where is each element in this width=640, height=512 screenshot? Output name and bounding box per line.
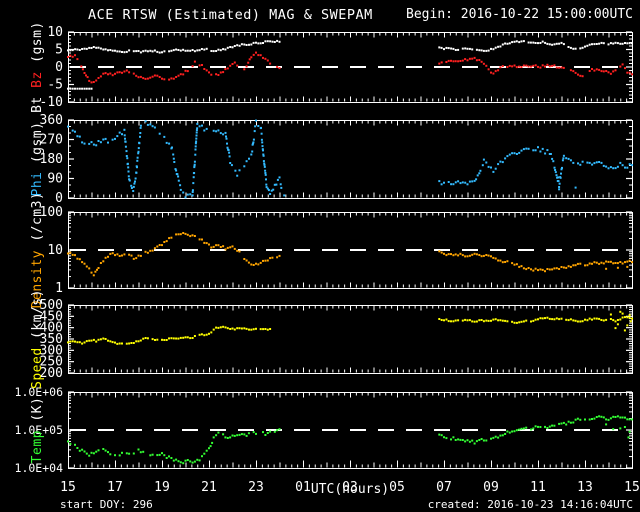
begin-timestamp: Begin: 2016-10-22 15:00:00UTC bbox=[406, 7, 633, 22]
y-tick-label: 200 bbox=[40, 366, 63, 381]
created-timestamp: created: 2016-10-23 14:16:04UTC bbox=[427, 498, 633, 511]
y-tick-label: -5 bbox=[47, 78, 63, 93]
x-axis-title: UTC(hours) bbox=[310, 482, 390, 497]
y-tick-label: 10 bbox=[47, 243, 63, 258]
y-tick-label: 270 bbox=[40, 133, 63, 148]
x-tick-label: 01 bbox=[295, 480, 311, 495]
y-tick-label: 10 bbox=[47, 25, 63, 40]
x-tick-label: 15 bbox=[60, 480, 76, 495]
y-label-phi-unit: (gsm) bbox=[30, 121, 45, 172]
y-tick-label: -10 bbox=[40, 95, 63, 110]
x-tick-label: 05 bbox=[389, 480, 405, 495]
y-tick-label: 100 bbox=[40, 205, 63, 220]
y-tick-label: 90 bbox=[47, 172, 63, 187]
y-tick-label: 350 bbox=[40, 332, 63, 347]
x-tick-label: 21 bbox=[201, 480, 217, 495]
y-tick-label: 0 bbox=[55, 60, 63, 75]
y-tick-label: 1 bbox=[55, 281, 63, 296]
x-tick-label: 11 bbox=[530, 480, 546, 495]
y-tick-label: 180 bbox=[40, 152, 63, 167]
y-axis-label-temp: Temp (K) bbox=[30, 355, 46, 505]
x-tick-label: 15 bbox=[624, 480, 640, 495]
panel-phi: 360 270 180 90 0 bbox=[40, 113, 633, 206]
series-bz bbox=[67, 51, 633, 84]
y-label-gsm: (gsm) bbox=[30, 21, 45, 72]
y-tick-label: 1.0E+05 bbox=[15, 423, 63, 437]
y-tick-label: 5 bbox=[55, 43, 63, 58]
series-speed bbox=[67, 310, 633, 345]
plot-title: ACE RTSW (Estimated) MAG & SWEPAM bbox=[88, 7, 373, 23]
y-tick-label: 400 bbox=[40, 321, 63, 336]
y-label-speed-unit: (km/s) bbox=[30, 289, 45, 348]
y-tick-label: 300 bbox=[40, 343, 63, 358]
panel-frame bbox=[68, 120, 633, 199]
y-tick-label: 0 bbox=[55, 191, 63, 206]
x-tick-label: 23 bbox=[248, 480, 264, 495]
y-tick-label: 250 bbox=[40, 355, 63, 370]
y-label-temp-unit: (K) bbox=[30, 396, 45, 430]
x-tick-label: 19 bbox=[154, 480, 170, 495]
y-tick-label: 1.0E+04 bbox=[15, 461, 64, 475]
panel-mag: 10 5 0 -5 -10 bbox=[40, 25, 633, 110]
x-tick-label: 09 bbox=[483, 480, 499, 495]
y-tick-label: 1.0E+06 bbox=[15, 385, 64, 399]
y-tick-label: 360 bbox=[40, 113, 63, 128]
x-tick-label: 17 bbox=[107, 480, 123, 495]
panel-density: 100 10 1 bbox=[40, 205, 633, 296]
y-label-density-unit: (/cm3) bbox=[30, 191, 45, 250]
series-phi bbox=[67, 119, 633, 199]
x-tick-label: 07 bbox=[436, 480, 452, 495]
start-doy-label: start DOY: 296 bbox=[60, 498, 153, 511]
panel-temp: 1.0E+06 1.0E+05 1.0E+04 15 17 19 21 23 01 03 05 07 0… bbox=[15, 385, 640, 495]
y-tick-label: 450 bbox=[40, 309, 63, 324]
series-temp bbox=[67, 415, 633, 465]
series-density bbox=[67, 232, 633, 277]
y-tick-label: 500 bbox=[40, 298, 63, 313]
y-label-temp: Temp bbox=[30, 430, 45, 464]
x-tick-label: 03 bbox=[342, 480, 358, 495]
series-bt bbox=[67, 39, 633, 90]
x-tick-label: 13 bbox=[577, 480, 593, 495]
